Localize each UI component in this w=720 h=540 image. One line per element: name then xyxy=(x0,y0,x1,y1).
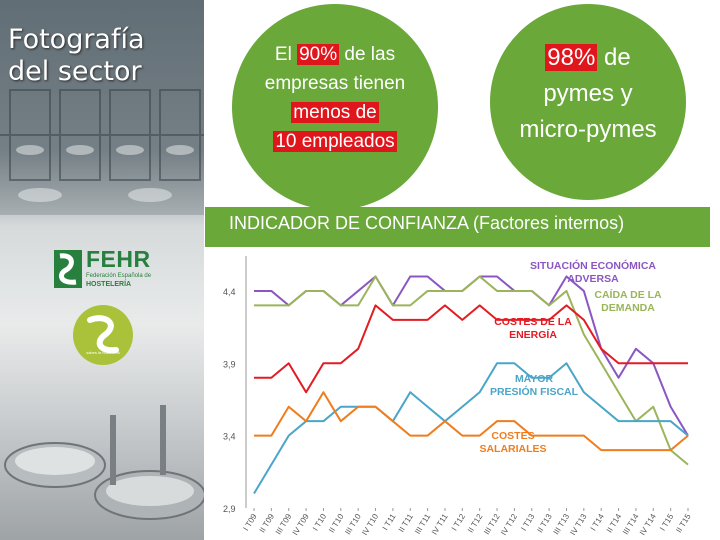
series-line-4 xyxy=(254,391,689,452)
logo-name: FEHR xyxy=(86,246,151,272)
bubble2-text: de xyxy=(597,44,631,71)
x-tick-label: I T15 xyxy=(658,512,676,533)
x-tick-label: IV T09 xyxy=(291,512,311,537)
y-tick-label: 4,4 xyxy=(223,287,236,297)
bubble1-text: El xyxy=(274,44,298,65)
bubble2-percent: 98% xyxy=(545,44,598,71)
seal-motto: sabes la hostelería xyxy=(86,350,120,355)
bubble1-line3: menos de xyxy=(291,102,379,123)
sidebar-photo: Fotografía del sector FEHR Federación Esp… xyxy=(0,0,204,540)
stat-bubble-employees: El 90% de las empresas tienen menos de 1… xyxy=(232,4,438,210)
stat-bubble-pymes: 98% de pymes y micro-pymes xyxy=(490,4,686,200)
bubble1-line2: empresas tienen xyxy=(264,73,406,94)
series-annotation: DEMANDA xyxy=(601,302,655,314)
series-line-2 xyxy=(254,304,688,394)
x-tick-label: IV T11 xyxy=(430,512,450,537)
x-tick-label: IV T13 xyxy=(568,512,588,537)
bubble1-line4: 10 empleados xyxy=(273,131,397,152)
x-tick-label: I T14 xyxy=(589,512,607,533)
x-tick-label: I T12 xyxy=(450,512,468,533)
bubble1-text-mid: de las xyxy=(339,44,396,65)
series-annotation: MAYOR xyxy=(515,373,554,385)
y-tick-label: 3,4 xyxy=(223,432,236,442)
chart-title: INDICADOR DE CONFIANZA (Factores interno… xyxy=(229,213,625,233)
chart-title-banner xyxy=(205,207,710,247)
y-tick-label: 3,9 xyxy=(223,359,236,369)
x-tick-label: IV T14 xyxy=(638,512,658,537)
bubble2-line3: micro-pymes xyxy=(519,116,657,143)
series-annotation: SALARIALES xyxy=(479,443,546,455)
series-annotation: PRESIÓN FISCAL xyxy=(490,385,579,398)
x-tick-label: IV T10 xyxy=(360,512,380,537)
series-line-3 xyxy=(253,362,689,495)
bubble2-line2: pymes y xyxy=(543,80,633,107)
series-annotation: COSTES DE LA xyxy=(494,316,572,328)
seal-logo-icon xyxy=(73,305,133,365)
y-tick-label: 2,9 xyxy=(223,504,236,514)
x-tick-label: I T13 xyxy=(519,512,537,533)
x-tick-label: IV T12 xyxy=(499,512,519,537)
x-tick-label: I T11 xyxy=(381,512,398,532)
fehr-logo-icon xyxy=(54,250,82,288)
logo-subtitle: Federación Española de xyxy=(86,273,152,279)
series-annotation: CAÍDA DE LA xyxy=(594,288,662,301)
series-annotation: COSTES xyxy=(491,430,534,442)
bubble1-percent: 90% xyxy=(297,44,340,65)
x-tick-label: I T10 xyxy=(311,512,329,533)
logo-subtitle-bold: HOSTELERÍA xyxy=(86,281,132,288)
series-annotation: ADVERSA xyxy=(567,273,619,285)
series-annotation: SITUACIÓN ECONÓMICA xyxy=(530,259,656,272)
kitchen-pans-image xyxy=(4,405,204,520)
series-line-1 xyxy=(254,275,689,466)
x-tick-label: I T09 xyxy=(241,512,259,533)
x-tick-label: II T15 xyxy=(674,512,693,534)
restaurant-window-frames xyxy=(0,0,204,215)
sidebar-title: Fotografía del sector xyxy=(8,24,145,87)
series-annotation: ENERGÍA xyxy=(509,328,557,341)
